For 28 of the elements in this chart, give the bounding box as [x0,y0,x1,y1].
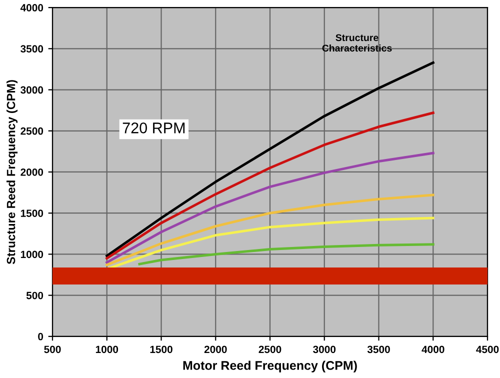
x-tick-label: 2500 [258,346,282,354]
y-tick-label: 500 [26,292,44,300]
y-tick-label: 3000 [20,86,44,94]
x-tick-label: 1500 [150,346,172,354]
y-tick-label: 0 [38,332,44,340]
x-tick-label: 3000 [313,346,336,354]
x-axis-title: Motor Reed Frequency (CPM) [183,360,357,372]
y-axis-title: Structure Reed Frequency (CPM) [6,80,18,264]
line-series [106,152,434,264]
y-tick-label: 4000 [20,4,44,12]
x-tick-label: 1000 [96,346,118,354]
line-series [106,112,434,260]
x-tick-label: 500 [44,346,61,354]
x-tick-label: 4000 [422,346,444,354]
annotation: 720 RPM [122,122,185,134]
y-tick-label: 2000 [20,168,44,176]
x-tick-label: 2000 [204,346,227,354]
y-tick-label: 1000 [20,250,44,258]
x-tick-label: 3500 [367,346,390,354]
y-tick-label: 1500 [20,210,44,217]
x-tick-label: 4500 [476,346,499,354]
y-tick-label: 2500 [20,127,44,135]
annotation: Structure Characteristics [322,34,392,52]
y-tick-label: 3500 [20,45,44,53]
line-series [138,243,434,266]
line-series [106,61,434,258]
line-series [106,194,434,266]
line-series [106,216,434,270]
